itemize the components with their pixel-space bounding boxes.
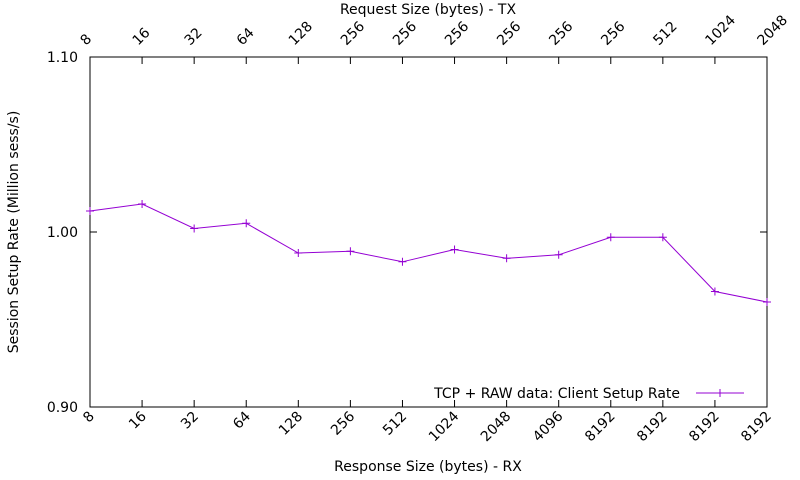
data-point-marker xyxy=(86,207,94,215)
data-point-marker xyxy=(554,250,563,259)
data-point-marker xyxy=(398,257,407,266)
data-point-marker xyxy=(294,249,303,257)
legend-point-marker xyxy=(716,389,724,397)
x-tick-label-bottom: 2048 xyxy=(478,409,515,446)
ticks xyxy=(89,56,768,408)
x-tick-label-bottom: 16 xyxy=(126,408,150,432)
x-tick-label-bottom: 32 xyxy=(178,409,202,433)
y-tick-label: 1.10 xyxy=(47,50,78,66)
x-tick-label-bottom: 64 xyxy=(230,408,254,432)
x-tick-label-top: 256 xyxy=(494,19,524,49)
x-tick-label-top: 16 xyxy=(130,25,154,49)
x-tick-label-top: 64 xyxy=(234,25,258,49)
data-point-marker xyxy=(763,298,771,306)
x-tick-label-top: 1024 xyxy=(702,12,739,49)
x-tick-label-bottom: 1024 xyxy=(426,408,463,445)
tick-labels: 8 8 16 16 32 32 64 64 128 128 256 256 512 256 1024 256 2… xyxy=(47,12,791,445)
legend: TCP + RAW data: Client Setup Rate xyxy=(433,386,744,402)
data-point-marker xyxy=(710,287,719,296)
x-tick-label-bottom: 256 xyxy=(328,408,358,438)
x-tick-label-bottom: 4096 xyxy=(530,408,567,445)
x-tick-label-bottom: 8192 xyxy=(738,409,775,446)
x-tick-label-top: 256 xyxy=(442,19,472,49)
x-tick-label-bottom: 128 xyxy=(276,409,306,439)
x-tick-label-bottom: 8192 xyxy=(582,409,619,446)
data-point-marker xyxy=(450,245,459,254)
x-tick-label-top: 2048 xyxy=(755,12,792,49)
x-axis-label-bottom: Response Size (bytes) - RX xyxy=(334,459,522,475)
data-point-marker xyxy=(242,219,251,228)
data-point-marker xyxy=(606,233,615,242)
x-tick-label-top: 8 xyxy=(78,31,96,49)
y-tick-label: 1.00 xyxy=(47,225,78,241)
x-tick-label-bottom: 512 xyxy=(380,409,410,439)
x-tick-label-top: 128 xyxy=(286,19,316,49)
data-point-marker xyxy=(138,200,147,208)
legend-label: TCP + RAW data: Client Setup Rate xyxy=(433,386,680,402)
plot-frame xyxy=(89,56,768,408)
series-line xyxy=(89,203,768,303)
x-tick-label-top: 256 xyxy=(390,19,420,49)
data-point-marker xyxy=(346,247,355,256)
x-tick-label-top: 256 xyxy=(338,19,368,49)
y-tick-label: 0.90 xyxy=(47,400,78,416)
x-tick-label-top: 256 xyxy=(546,19,576,49)
x-tick-label-top: 512 xyxy=(650,19,680,49)
x-tick-label-bottom: 8 xyxy=(80,409,98,427)
x-tick-label-top: 256 xyxy=(598,19,628,49)
x-tick-label-bottom: 8192 xyxy=(686,409,723,446)
data-point-marker xyxy=(658,233,667,242)
x-axis-label-top: Request Size (bytes) - TX xyxy=(340,2,517,18)
x-tick-label-bottom: 8192 xyxy=(634,409,671,446)
x-tick-label-top: 32 xyxy=(182,25,206,49)
data-point-marker xyxy=(502,254,511,263)
y-axis-label: Session Setup Rate (Million sess/s) xyxy=(6,111,22,354)
series-layer xyxy=(86,200,771,306)
data-point-marker xyxy=(190,224,199,233)
